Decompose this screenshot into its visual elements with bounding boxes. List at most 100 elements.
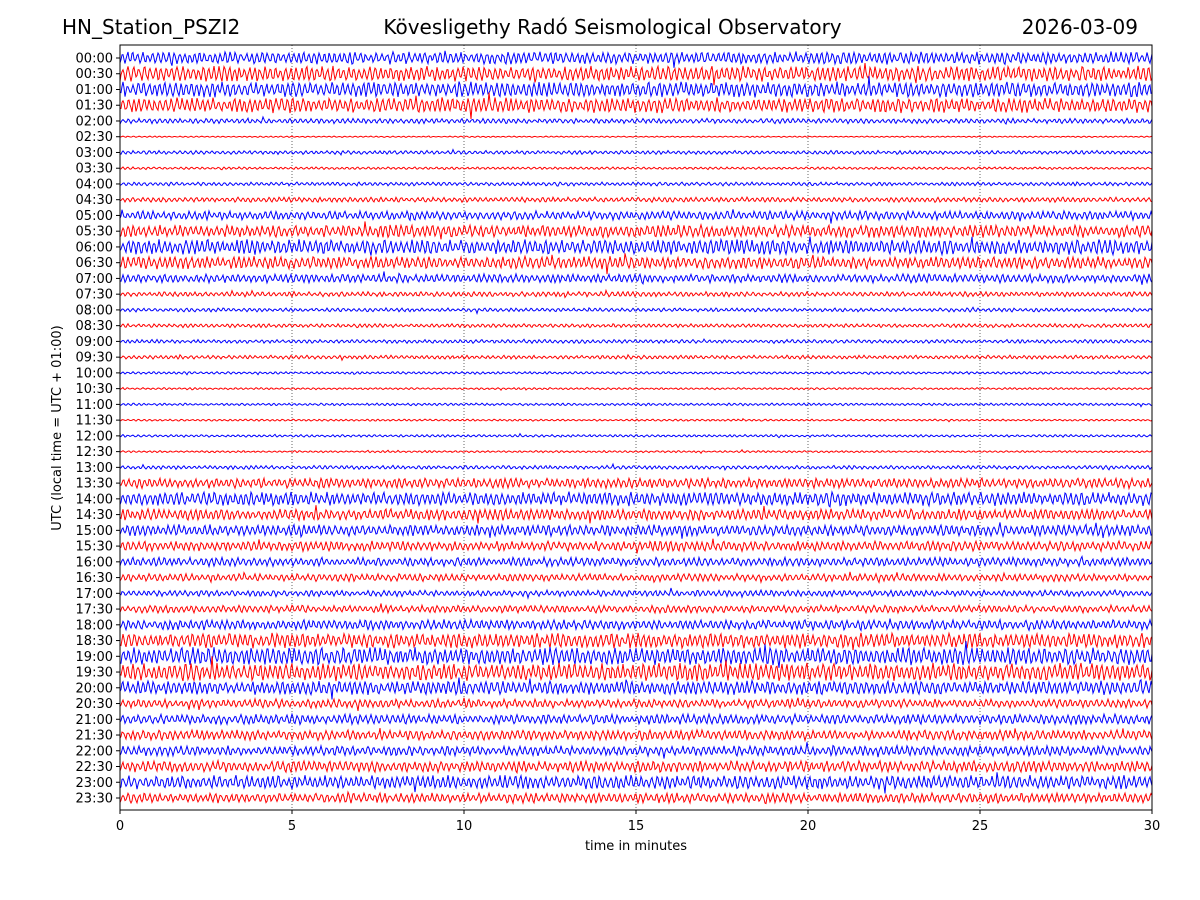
trace-0800 xyxy=(119,306,1153,315)
x-tick-label: 0 xyxy=(116,819,124,834)
y-tick-label: 00:30 xyxy=(76,67,113,82)
trace-1030 xyxy=(119,386,1153,392)
trace-1530 xyxy=(119,538,1153,554)
y-tick-label: 03:00 xyxy=(76,146,113,161)
trace-1430 xyxy=(119,505,1153,524)
y-tick-label: 04:00 xyxy=(76,177,113,192)
y-tick-label: 20:30 xyxy=(76,697,113,712)
trace-0130 xyxy=(119,92,1153,119)
y-tick-label: 17:00 xyxy=(76,587,113,602)
y-tick-label: 03:30 xyxy=(76,162,113,177)
y-tick-label: 16:00 xyxy=(76,555,113,570)
y-tick-label: 06:30 xyxy=(76,256,113,271)
y-tick-label: 07:30 xyxy=(76,288,113,303)
x-tick-label: 10 xyxy=(456,819,473,834)
y-tick-label: 04:30 xyxy=(76,193,113,208)
trace-2230 xyxy=(119,758,1153,775)
y-tick-label: 05:00 xyxy=(76,209,113,224)
y-tick-label: 17:30 xyxy=(76,603,113,618)
x-tick-label: 15 xyxy=(628,819,645,834)
trace-2330 xyxy=(119,790,1153,806)
trace-0530 xyxy=(119,221,1153,240)
y-tick-label: 22:30 xyxy=(76,760,113,775)
x-axis-label: time in minutes xyxy=(585,839,687,854)
trace-0500 xyxy=(119,209,1153,224)
station-title: HN_Station_PSZI2 xyxy=(62,15,241,39)
trace-0230 xyxy=(119,135,1153,138)
x-tick-label: 20 xyxy=(800,819,817,834)
trace-0930 xyxy=(119,353,1153,362)
y-tick-label: 21:00 xyxy=(76,713,113,728)
trace-2130 xyxy=(119,728,1153,743)
trace-0700 xyxy=(119,271,1153,285)
trace-1200 xyxy=(119,432,1153,439)
trace-2000 xyxy=(119,677,1153,700)
x-tick-label: 5 xyxy=(288,819,296,834)
y-tick-label: 08:00 xyxy=(76,303,113,318)
chart-title: Kövesligethy Radó Seismological Observat… xyxy=(383,15,842,39)
trace-0600 xyxy=(119,236,1153,257)
trace-2300 xyxy=(119,772,1153,794)
y-tick-label: 05:30 xyxy=(76,225,113,240)
y-tick-label: 07:00 xyxy=(76,272,113,287)
x-tick-label: 25 xyxy=(972,819,989,834)
y-tick-label: 19:00 xyxy=(76,650,113,665)
trace-0330 xyxy=(119,166,1153,171)
trace-1830 xyxy=(119,631,1153,651)
y-tick-label: 21:30 xyxy=(76,729,113,744)
trace-1100 xyxy=(120,402,1153,408)
trace-0100 xyxy=(119,76,1153,99)
trace-0900 xyxy=(119,338,1153,345)
trace-2200 xyxy=(119,742,1153,759)
trace-1930 xyxy=(119,656,1153,682)
y-axis-label: UTC (local time = UTC + 01:00) xyxy=(50,325,65,530)
trace-1600 xyxy=(119,555,1153,569)
y-tick-label: 16:30 xyxy=(76,571,113,586)
trace-0400 xyxy=(119,181,1153,187)
trace-0630 xyxy=(119,253,1153,275)
y-tick-label: 18:30 xyxy=(76,634,113,649)
y-tick-label: 15:00 xyxy=(76,524,113,539)
y-tick-label: 10:00 xyxy=(76,366,113,381)
y-tick-label: 10:30 xyxy=(76,382,113,397)
y-tick-label: 09:00 xyxy=(76,335,113,350)
trace-1700 xyxy=(119,587,1153,600)
trace-2030 xyxy=(119,696,1153,711)
y-tick-label: 19:30 xyxy=(76,666,113,681)
y-tick-label: 23:00 xyxy=(76,776,113,791)
trace-2100 xyxy=(119,712,1153,727)
y-tick-label: 12:00 xyxy=(76,429,113,444)
trace-1000 xyxy=(119,369,1153,376)
y-tick-label: 22:00 xyxy=(76,744,113,759)
trace-0430 xyxy=(119,195,1153,204)
trace-0000 xyxy=(119,50,1153,68)
y-tick-label: 08:30 xyxy=(76,319,113,334)
y-tick-label: 14:30 xyxy=(76,508,113,523)
y-tick-label: 11:30 xyxy=(76,414,113,429)
date-title: 2026-03-09 xyxy=(1021,15,1138,39)
y-tick-label: 02:00 xyxy=(76,114,113,129)
y-tick-label: 02:30 xyxy=(76,130,113,145)
y-tick-label: 06:00 xyxy=(76,240,113,255)
trace-0030 xyxy=(119,63,1153,86)
y-tick-label: 13:30 xyxy=(76,477,113,492)
trace-0730 xyxy=(119,288,1153,299)
trace-1500 xyxy=(119,522,1153,539)
trace-0200 xyxy=(119,115,1153,126)
y-tick-label: 01:00 xyxy=(76,83,113,98)
y-tick-label: 23:30 xyxy=(76,792,113,807)
trace-1630 xyxy=(119,571,1153,585)
trace-0300 xyxy=(119,148,1153,157)
trace-1230 xyxy=(119,448,1153,455)
y-tick-label: 11:00 xyxy=(76,398,113,413)
trace-0830 xyxy=(119,322,1153,329)
trace-1130 xyxy=(119,417,1153,423)
y-tick-label: 13:00 xyxy=(76,461,113,476)
y-tick-label: 15:30 xyxy=(76,540,113,555)
y-tick-label: 12:30 xyxy=(76,445,113,460)
trace-1800 xyxy=(119,617,1153,632)
x-tick-label: 30 xyxy=(1144,819,1161,834)
trace-1300 xyxy=(119,462,1153,472)
trace-1330 xyxy=(119,476,1153,491)
